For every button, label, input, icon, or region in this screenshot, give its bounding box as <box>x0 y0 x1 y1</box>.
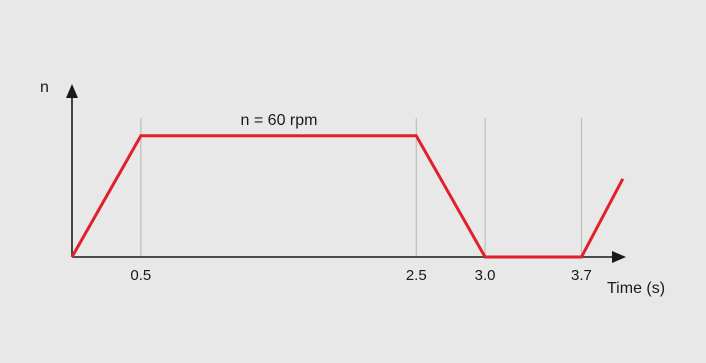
labels-group: n Time (s) n = 60 rpm <box>40 79 665 297</box>
series-line-0 <box>70 134 625 259</box>
axes <box>66 84 626 263</box>
x-axis-label: Time (s) <box>607 280 665 297</box>
x-tick-label-1: 2.5 <box>406 267 427 284</box>
x-tick-label-3: 3.7 <box>571 267 592 284</box>
x-tick-label-2: 3.0 <box>475 267 496 284</box>
x-tick-labels: 0.5 2.5 3.0 3.7 <box>130 267 591 284</box>
y-axis-label: n <box>40 79 49 96</box>
guide-lines <box>140 118 582 257</box>
speed-annotation: n = 60 rpm <box>241 112 318 129</box>
y-axis-arrowhead <box>66 84 78 98</box>
series-group <box>70 134 625 259</box>
x-axis-arrowhead <box>612 251 626 263</box>
x-tick-label-0: 0.5 <box>130 267 151 284</box>
